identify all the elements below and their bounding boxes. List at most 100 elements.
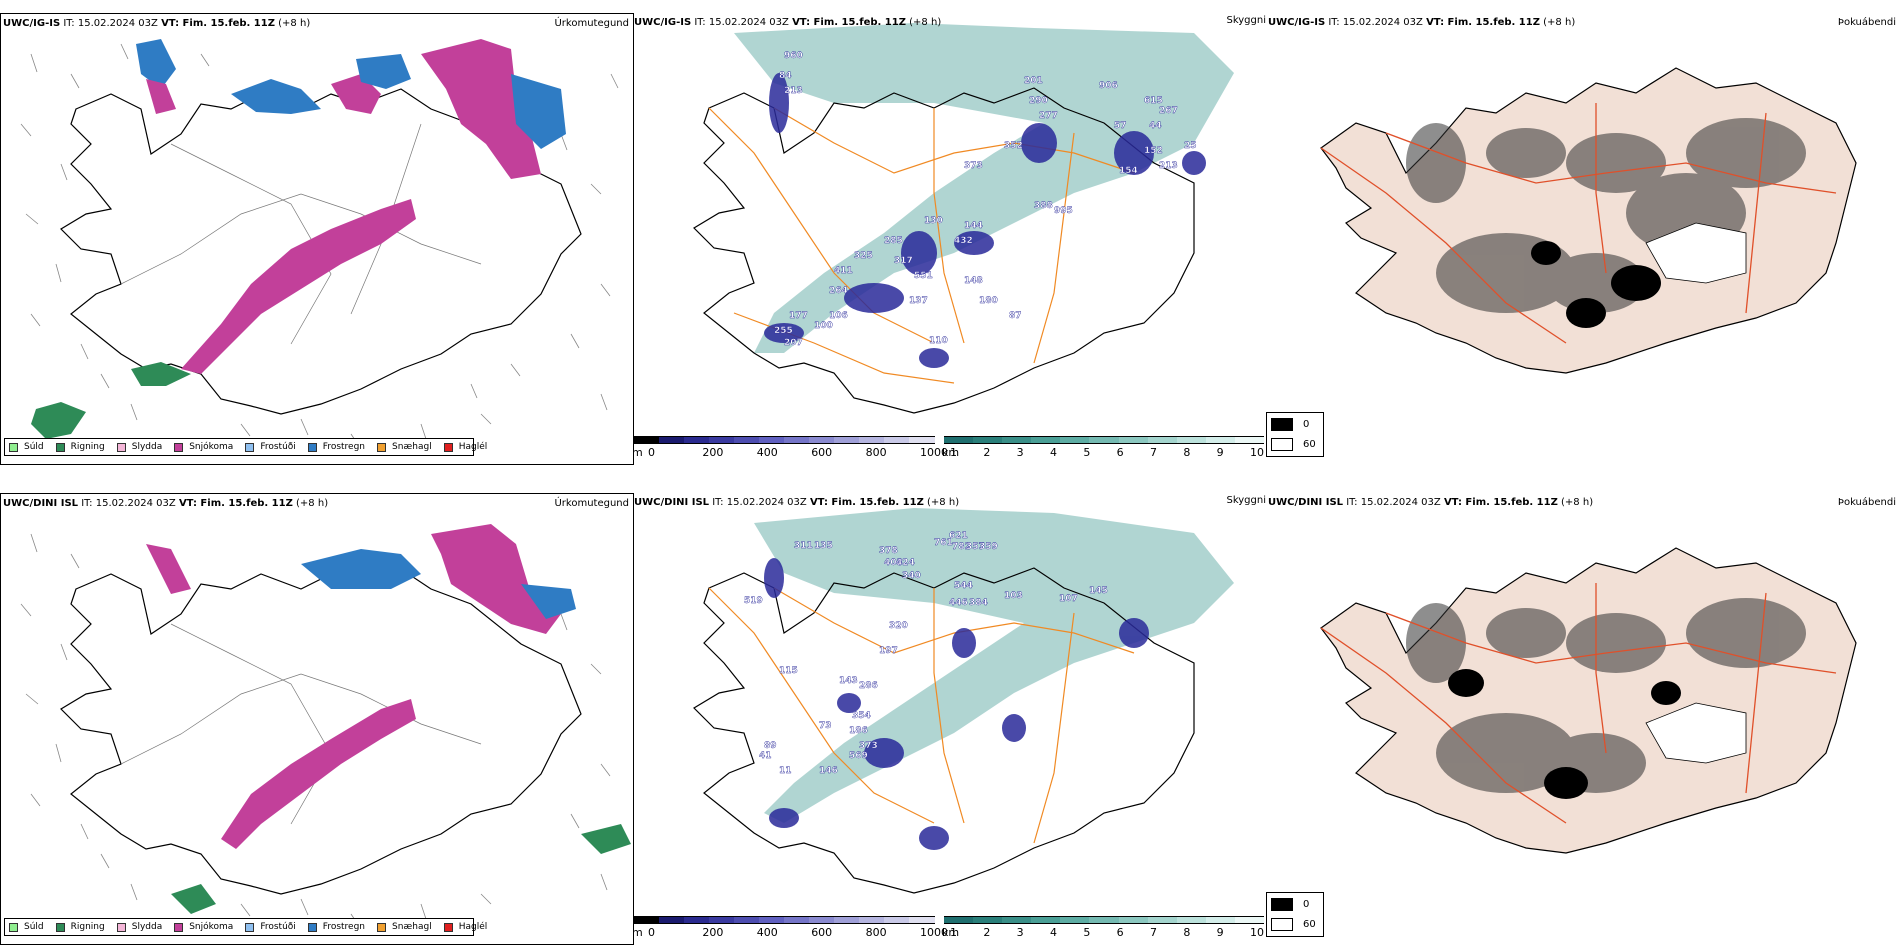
frostregn-area-northeast — [511, 74, 566, 149]
snow-area-northeast — [431, 524, 561, 634]
colorbar-tick: 3 — [1016, 926, 1024, 939]
ceiling-label: 373 — [859, 741, 878, 751]
fog-legend-row: 0 — [1271, 898, 1309, 911]
legend-label: Súld — [24, 442, 44, 452]
fog-header-row2: UWC/DINI ISL IT: 15.02.2024 03Z VT: Fim.… — [1268, 497, 1593, 509]
colorbar-segment — [973, 916, 1003, 924]
colorbar-segment — [634, 436, 660, 444]
ceiling-label: 995 — [1054, 206, 1073, 216]
legend-label: Slydda — [131, 922, 163, 932]
fog-title-row2: Þokuábendi — [1837, 497, 1896, 508]
rain-area-southwest — [31, 402, 86, 439]
legend-swatch — [9, 442, 18, 452]
legend-item: Haglél — [443, 442, 488, 452]
colorbar-segment — [1118, 916, 1149, 924]
legend-swatch — [377, 922, 387, 932]
colorbar-tick: 5 — [1083, 446, 1091, 459]
fog-legend-value: 0 — [1303, 899, 1310, 910]
legend-item: Slydda — [116, 922, 163, 932]
colorbar-segment — [784, 436, 810, 444]
visibility-panel-row2: 311 135 519 378 761 621 403 424 782 357 359 340 544 1… — [634, 493, 1266, 945]
legend-item: Rigning — [55, 922, 105, 932]
visibility-header-row2: UWC/DINI ISL IT: 15.02.2024 03Z VT: Fim.… — [634, 497, 959, 509]
roads — [1320, 583, 1837, 824]
lead-time: (+8 h) — [296, 498, 329, 509]
legend-label: Snæhagl — [392, 922, 432, 932]
cloud-base-colorbar-row2: m 0 200 400 600 800 1000 — [632, 916, 948, 940]
colorbar-segment — [1002, 436, 1032, 444]
colorbar-segment — [1031, 916, 1061, 924]
ceiling-label: 761 — [934, 538, 953, 548]
colorbar-tick: 3 — [1016, 446, 1024, 459]
colorbar-unit: m — [632, 446, 643, 459]
legend-item: Snjókoma — [174, 922, 233, 932]
ceiling-label: 148 — [964, 276, 983, 286]
ceiling-label: 373 — [964, 161, 983, 171]
legend-swatch — [307, 442, 317, 452]
fog-legend-swatch — [1271, 418, 1293, 431]
colorbar-tick: 10 — [1250, 446, 1264, 459]
colorbar-tick: 7 — [1150, 446, 1157, 459]
colorbar-tick: 1 — [950, 926, 957, 939]
legend-label: Rigning — [70, 442, 105, 452]
colorbar-segment — [784, 916, 810, 924]
precip-legend-row2: Súld Rigning Slydda Snjókoma Frostúði Frostre… — [4, 918, 487, 936]
valid-time: VT: Fim. 15.feb. 11Z — [809, 497, 924, 508]
colorbar-segment — [1205, 916, 1236, 924]
legend-label: Slydda — [131, 442, 163, 452]
ceiling-label: 615 — [1144, 96, 1163, 106]
valid-time: VT: Fim. 15.feb. 11Z — [161, 18, 275, 29]
fog-legend-swatch — [1271, 438, 1293, 451]
ceiling-label: 311 — [794, 541, 813, 551]
glacier-white — [1645, 702, 1747, 764]
visibility-haze-north — [734, 23, 1234, 353]
ceiling-label: 403 — [884, 558, 903, 568]
ceiling-label: 44 — [1149, 121, 1162, 131]
ceiling-label: 960 — [784, 51, 803, 61]
valid-time: VT: Fim. 15.feb. 11Z — [792, 17, 906, 28]
ceiling-label: 320 — [889, 621, 908, 631]
colorbar-tick: 6 — [1116, 446, 1124, 459]
colorbar-segment — [659, 916, 685, 924]
colorbar-segment — [1089, 436, 1120, 444]
legend-swatch — [116, 442, 126, 452]
colorbar-segment — [909, 436, 935, 444]
ceiling-label: 186 — [849, 726, 868, 736]
legend-label: Haglél — [458, 442, 488, 452]
model-name: UWC/IG-IS — [1268, 17, 1326, 28]
colorbar-segment — [709, 916, 735, 924]
ceiling-label: 87 — [1009, 311, 1022, 321]
frostregn-area-north — [231, 79, 321, 114]
colorbar-tick: 800 — [865, 446, 887, 459]
ceiling-label: 317 — [894, 256, 913, 266]
ceiling-label: 103 — [1004, 591, 1023, 601]
ceiling-label: 73 — [819, 721, 832, 731]
ceiling-label: 352 — [1004, 141, 1023, 151]
colorbar-unit: m — [632, 926, 643, 939]
colorbar-segment — [1234, 916, 1265, 924]
legend-swatch — [116, 922, 126, 932]
fog-header-row1: UWC/IG-IS IT: 15.02.2024 03Z VT: Fim. 15… — [1268, 17, 1575, 29]
fog-legend-value: 0 — [1303, 419, 1310, 430]
fog-title-row1: Þokuábendi — [1837, 17, 1896, 28]
ceiling-label: 432 — [954, 236, 973, 246]
ceiling-label: 130 — [924, 216, 943, 226]
colorbar-tick: 1000 — [920, 926, 948, 939]
legend-label: Frostregn — [322, 442, 366, 452]
colorbar-tick: 600 — [811, 446, 833, 459]
precip-header-row2: UWC/DINI ISL IT: 15.02.2024 03Z VT: Fim.… — [3, 498, 328, 510]
colorbar-tick: 4 — [1050, 926, 1057, 939]
colorbar-tick: 6 — [1116, 926, 1124, 939]
precip-map-row1 — [20, 39, 619, 447]
iceland-outline — [60, 568, 582, 895]
ceiling-label: 264 — [829, 286, 848, 296]
colorbar-segment — [834, 916, 860, 924]
legend-label: Snjókoma — [189, 442, 234, 452]
legend-swatch — [443, 442, 453, 452]
colorbar-segment — [859, 916, 885, 924]
ceiling-label: 41 — [759, 751, 772, 761]
ceiling-label: 325 — [854, 251, 873, 261]
colorbar-tick: 1 — [950, 446, 957, 459]
model-name: UWC/DINI ISL — [1268, 497, 1344, 508]
init-time: IT: 15.02.2024 03Z — [712, 497, 807, 508]
